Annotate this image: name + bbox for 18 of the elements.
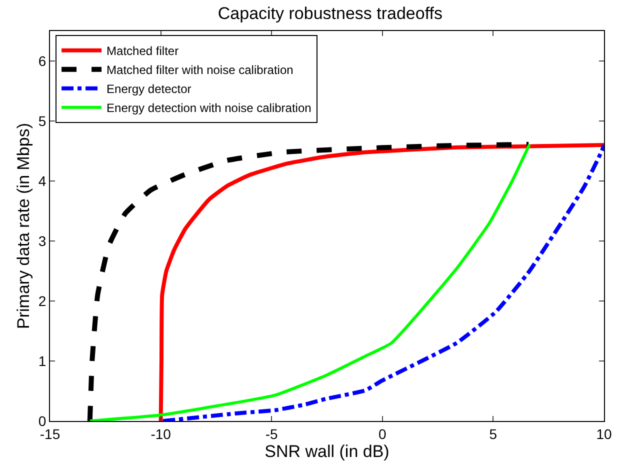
y-tick-label: 1 (38, 352, 46, 369)
x-tick-label: 10 (596, 426, 612, 442)
x-axis-title: SNR wall (in dB) (264, 442, 390, 461)
y-tick-label: 4 (38, 172, 46, 189)
x-tick-label: 5 (489, 426, 498, 442)
y-tick-label: 5 (38, 112, 46, 129)
x-tick-label: 0 (378, 426, 386, 442)
y-axis-title: Primary data rate (in Mbps) (14, 123, 33, 329)
legend-label: Matched filter with noise calibration (106, 63, 294, 78)
y-tick-label: 6 (38, 52, 46, 69)
y-tick-label: 3 (38, 232, 46, 249)
y-tick-label: 2 (38, 292, 46, 309)
legend-label: Matched filter (106, 44, 179, 58)
x-tick-label: -10 (150, 426, 172, 442)
x-tick-label: -5 (265, 426, 278, 442)
chart-title: Capacity robustness tradeoffs (218, 4, 442, 23)
legend-label: Energy detection with noise calibration (106, 101, 312, 116)
legend-label: Energy detector (106, 82, 192, 96)
